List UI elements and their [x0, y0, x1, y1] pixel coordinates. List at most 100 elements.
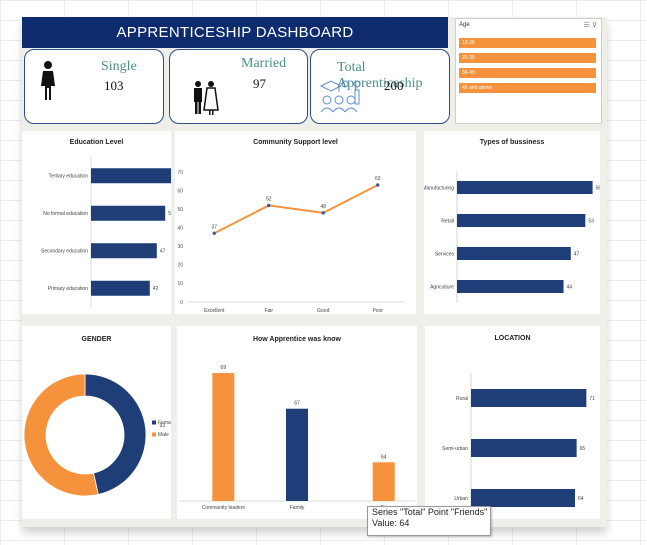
- kpi-married-value: 97: [253, 76, 266, 91]
- single-person-icon: [41, 61, 55, 100]
- tick-label-services: Services: [435, 251, 455, 257]
- gender-chart-card[interactable]: GENDER 93107FemaleMale: [22, 326, 171, 519]
- kpi-total-card[interactable]: Total Apprenticeship 200: [310, 49, 450, 124]
- slicer-item-18-25[interactable]: 18-25: [459, 38, 596, 48]
- point-fair: [267, 203, 271, 208]
- data-label-manufacturing: 56: [596, 185, 600, 191]
- kpi-single-card[interactable]: Single 103: [24, 49, 164, 124]
- x-tick-label-poor: Poor: [372, 308, 383, 314]
- legend-swatch-male: [152, 432, 156, 437]
- x-tick-label-fair: Fair: [264, 308, 273, 314]
- location-chart-title: LOCATION: [494, 335, 531, 342]
- multi-select-icon[interactable]: ☰: [583, 22, 590, 29]
- howknow-chart-title: How Apprentice was know: [252, 336, 342, 343]
- tick-label-no-formal-education: No formal education: [43, 211, 88, 217]
- data-label-community-leaders: 69: [221, 365, 227, 371]
- x-tick-label-excellent: Excellent: [204, 308, 225, 314]
- chart-tooltip: Series "Total" Point "Friends" Value: 64: [367, 506, 491, 536]
- tooltip-series-text: Series "Total" Point "Friends": [372, 507, 488, 517]
- education-chart-title: Education Level: [69, 139, 124, 146]
- community-chart-title: Community Support level: [253, 139, 338, 146]
- y-tick-label-0: 0: [180, 300, 183, 306]
- y-tick-label-70: 70: [177, 170, 183, 176]
- kpi-single-value: 103: [104, 78, 124, 93]
- bar-urban: [471, 489, 575, 507]
- slicer-item-46-and-above[interactable]: 46 and above: [459, 83, 596, 93]
- slicer-item-36-45[interactable]: 36-45: [459, 68, 596, 78]
- data-label-friends: 64: [381, 454, 387, 460]
- point-good: [321, 211, 325, 215]
- education-chart: Tertiary education58No formal education5…: [41, 157, 171, 307]
- data-label-retail: 53: [588, 218, 594, 224]
- education-chart-card[interactable]: Education Level Tertiary education58No f…: [22, 131, 171, 314]
- data-label-secondary-education: 47: [160, 249, 166, 255]
- age-slicer[interactable]: Age ☰ ⊽ 18-25 26-35 36-45 46 and above: [455, 18, 602, 124]
- tooltip-value-text: Value: 64: [372, 518, 410, 528]
- data-label-excellent: 37: [211, 224, 217, 230]
- bar-primary-education: [91, 280, 150, 296]
- x-tick-label-good: Good: [317, 308, 329, 314]
- business-chart-card[interactable]: Types of bussiness Manufacturing 56 Retail…: [424, 131, 600, 314]
- clear-filter-icon[interactable]: ⊽: [591, 22, 597, 29]
- location-chart-card[interactable]: LOCATION Rural 71 Semi-urban 65 Urban 64: [425, 326, 600, 519]
- howknow-chart-card[interactable]: How Apprentice was know 69 Community lead…: [177, 326, 417, 519]
- legend-swatch-female: [152, 420, 156, 425]
- gender-chart: 93107FemaleMale: [23, 373, 171, 497]
- data-label-services: 47: [574, 251, 580, 257]
- point-poor: [376, 183, 380, 187]
- series-line: [213, 184, 379, 235]
- dashboard-title: APPRENTICESHIP DASHBOARD: [22, 17, 448, 48]
- y-tick-label-10: 10: [177, 281, 183, 287]
- business-chart-title: Types of bussiness: [479, 139, 545, 146]
- data-label-no-formal-education: 53: [168, 211, 171, 217]
- tick-label-secondary-education: Secondary education: [41, 249, 88, 255]
- y-tick-label-60: 60: [177, 188, 183, 194]
- slice-female: [84, 373, 147, 496]
- gender-chart-title: GENDER: [81, 336, 112, 343]
- business-chart: Manufacturing 56 Retail 53 Services 47 Agricul…: [424, 171, 600, 303]
- tick-label-rural: Rural: [456, 396, 468, 402]
- tick-label-manufacturing: Manufacturing: [424, 185, 454, 191]
- bar-semi-urban: [471, 439, 577, 457]
- tick-label-tertiary-education: Tertiary education: [49, 174, 89, 180]
- slicer-item-26-35[interactable]: 26-35: [459, 53, 596, 63]
- tick-label-agriculture: Agriculture: [430, 284, 454, 290]
- data-label-urban: 64: [578, 496, 584, 502]
- legend-label-male: Male: [158, 432, 169, 438]
- bar-tertiary-education: [91, 168, 171, 184]
- bar-manufacturing: [457, 181, 593, 194]
- tick-label-semi-urban: Semi-urban: [442, 446, 468, 452]
- data-label-good: 48: [320, 204, 326, 210]
- data-label-female: 93: [160, 423, 166, 429]
- bar-rural: [471, 389, 587, 407]
- y-tick-label-20: 20: [177, 263, 183, 269]
- y-tick-label-50: 50: [177, 207, 183, 213]
- data-label-primary-education: 42: [153, 286, 159, 292]
- tick-label-urban: Urban: [454, 496, 468, 502]
- data-label-agriculture: 44: [567, 284, 573, 290]
- y-tick-label-40: 40: [177, 226, 183, 232]
- bar-friends: [372, 462, 395, 501]
- bar-family: [286, 408, 308, 501]
- data-label-semi-urban: 65: [580, 446, 586, 452]
- tick-label-retail: Retail: [441, 218, 454, 224]
- legend-label-female: Female: [158, 420, 171, 426]
- married-couple-icon: [194, 81, 219, 115]
- graduates-icon: [319, 80, 361, 113]
- slice-male: [23, 373, 99, 497]
- kpi-total-label: Total Apprenticeship: [337, 60, 423, 91]
- data-label-family: 67: [294, 401, 300, 407]
- data-label-rural: 71: [589, 396, 595, 402]
- tick-label-primary-education: Primary education: [48, 286, 89, 292]
- location-chart: Rural 71 Semi-urban 65 Urban 64: [442, 373, 595, 519]
- community-chart-card[interactable]: Community Support level 0 10 20 30 40 50 60 70 3…: [175, 131, 416, 314]
- kpi-married-card[interactable]: Married 97: [169, 49, 308, 124]
- point-excellent: [212, 231, 216, 235]
- bar-retail: [457, 214, 586, 227]
- bar-community-leaders: [212, 373, 235, 501]
- bar-services: [457, 247, 571, 260]
- kpi-married-label: Married: [241, 56, 287, 71]
- kpi-single-label: Single: [101, 59, 137, 74]
